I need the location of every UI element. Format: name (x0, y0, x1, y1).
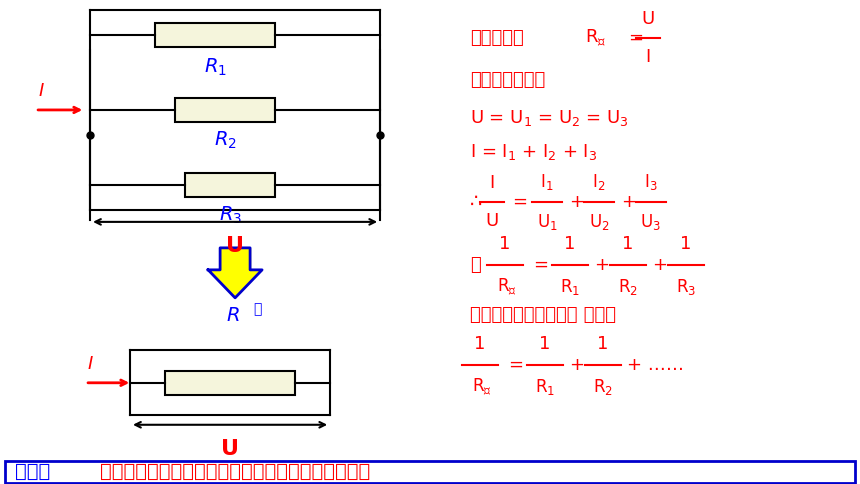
Text: U$_1$: U$_1$ (537, 212, 557, 232)
Text: +: + (594, 256, 609, 274)
Polygon shape (208, 248, 262, 270)
Text: 1: 1 (597, 335, 609, 353)
Bar (185, 173, 275, 197)
Text: R$_3$: R$_3$ (676, 277, 696, 297)
Text: +: + (621, 193, 636, 211)
Text: $\mathit{R_1}$: $\mathit{R_1}$ (204, 57, 226, 78)
Text: R$_{总}$: R$_{总}$ (472, 377, 492, 397)
Text: I$_3$: I$_3$ (644, 172, 658, 192)
Text: I: I (489, 174, 494, 192)
Text: U: U (221, 439, 239, 459)
Text: 总: 总 (253, 302, 261, 316)
Text: I: I (645, 48, 650, 66)
Text: 1: 1 (474, 335, 486, 353)
Text: 1: 1 (680, 235, 691, 253)
Text: U: U (226, 236, 244, 256)
Text: 对总电阻：: 对总电阻： (470, 29, 524, 47)
Text: $\mathrm{R}_{\mathrm{总}}$: $\mathrm{R}_{\mathrm{总}}$ (585, 28, 606, 48)
Text: 1: 1 (622, 235, 634, 253)
Text: 即: 即 (470, 256, 481, 274)
Text: ∴: ∴ (470, 193, 482, 212)
Bar (165, 371, 295, 395)
Text: I = I$_1$ + I$_2$ + I$_3$: I = I$_1$ + I$_2$ + I$_3$ (470, 142, 598, 162)
Text: +: + (652, 256, 666, 274)
Text: $\mathit{I}$: $\mathit{I}$ (87, 355, 94, 373)
Text: =: = (508, 356, 523, 374)
Text: U = U$_1$ = U$_2$ = U$_3$: U = U$_1$ = U$_2$ = U$_3$ (470, 108, 629, 128)
Text: R$_1$: R$_1$ (560, 277, 580, 297)
Text: +: + (569, 356, 584, 374)
Polygon shape (208, 248, 262, 298)
Text: 对于并联电路：: 对于并联电路： (470, 71, 545, 89)
Text: 对于多个电阻并联，也 成立：: 对于多个电阻并联，也 成立： (470, 306, 616, 324)
Text: 1: 1 (564, 235, 575, 253)
Text: =: = (533, 256, 548, 274)
Text: 并联电路总电阻的倒数等于各支路电阻的倒数之和。: 并联电路总电阻的倒数等于各支路电阻的倒数之和。 (100, 462, 371, 481)
Bar (175, 98, 275, 122)
Bar (155, 23, 275, 47)
Text: +: + (569, 193, 584, 211)
Text: 1: 1 (539, 335, 550, 353)
Text: $\mathit{I}$: $\mathit{I}$ (38, 82, 45, 100)
Text: 1: 1 (500, 235, 511, 253)
Text: + ……: + …… (627, 356, 684, 374)
Text: R$_2$: R$_2$ (617, 277, 638, 297)
Text: =: = (512, 193, 527, 211)
Text: U: U (642, 10, 654, 28)
Text: U: U (485, 212, 499, 230)
Text: I$_1$: I$_1$ (540, 172, 554, 192)
Text: $\mathit{R_2}$: $\mathit{R_2}$ (214, 130, 236, 151)
Text: $\mathit{R_3}$: $\mathit{R_3}$ (218, 205, 242, 226)
Text: 结论：: 结论： (15, 462, 51, 481)
Text: U$_3$: U$_3$ (641, 212, 661, 232)
Text: $\mathit{R}$: $\mathit{R}$ (226, 306, 240, 325)
Bar (5, 461, 855, 483)
Text: R$_2$: R$_2$ (593, 377, 613, 397)
Text: U$_2$: U$_2$ (588, 212, 609, 232)
Text: I$_2$: I$_2$ (593, 172, 605, 192)
Text: =: = (628, 29, 643, 47)
Text: R$_{总}$: R$_{总}$ (497, 277, 517, 298)
Text: R$_1$: R$_1$ (535, 377, 555, 397)
